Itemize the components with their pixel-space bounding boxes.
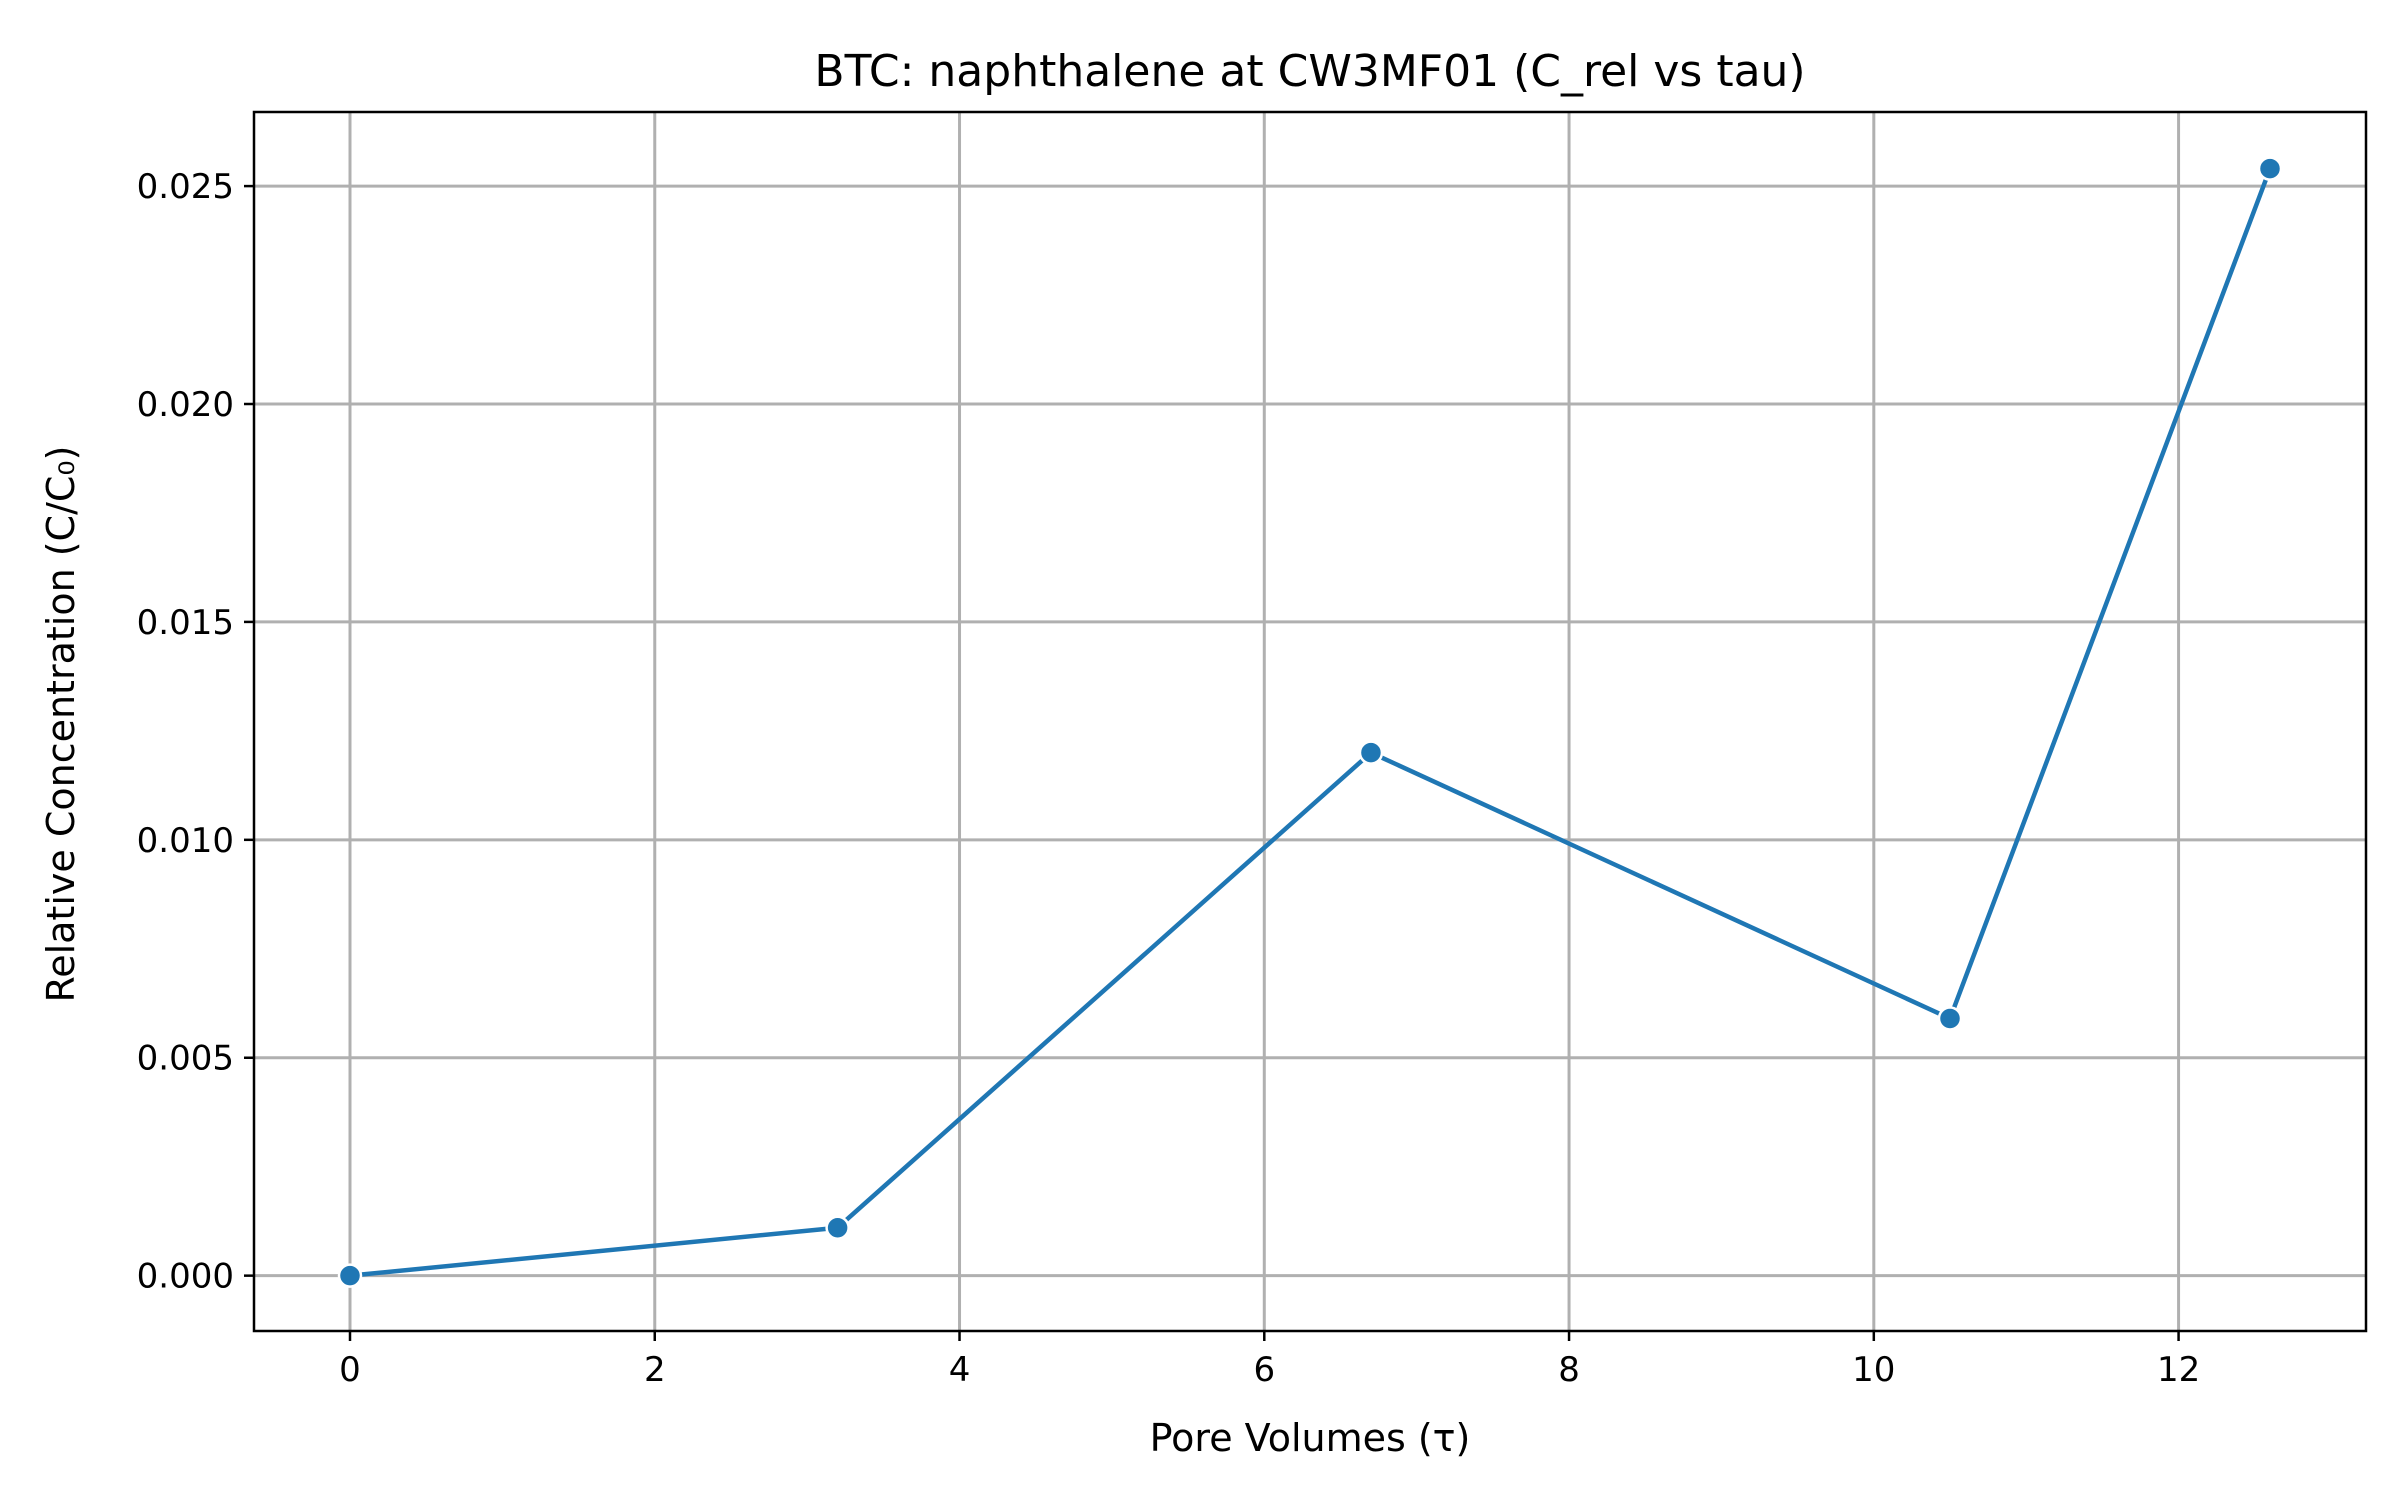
x-axis-label: Pore Volumes (τ) <box>1150 1416 1471 1460</box>
x-tick-label: 0 <box>339 1350 361 1390</box>
data-point <box>2257 156 2283 181</box>
data-point <box>1358 740 1384 765</box>
y-tick-label: 0.005 <box>137 1039 234 1079</box>
y-tick-label: 0.000 <box>137 1257 234 1297</box>
y-axis-label: Relative Concentration (C/C₀) <box>39 446 83 1003</box>
x-tick-label: 10 <box>1852 1350 1895 1390</box>
y-tick-label: 0.010 <box>137 821 234 861</box>
ticks: 0 2 4 6 8 10 12 0.000 0.005 0.010 0.015 0.020 0.025 <box>137 167 2201 1390</box>
data-point <box>337 1263 363 1288</box>
data-point <box>825 1215 850 1240</box>
series-line <box>347 166 2273 1278</box>
x-tick-label: 4 <box>949 1350 971 1390</box>
y-tick-label: 0.025 <box>137 167 234 207</box>
x-tick-label: 2 <box>644 1350 666 1390</box>
data-point <box>1937 1006 1963 1031</box>
y-tick-label: 0.015 <box>137 603 234 643</box>
chart-title: BTC: naphthalene at CW3MF01 (C_rel vs ta… <box>814 46 1805 97</box>
series-group <box>337 156 2283 1288</box>
x-tick-label: 6 <box>1253 1350 1275 1390</box>
plot-frame <box>252 110 2368 1333</box>
x-tick-label: 12 <box>2157 1350 2200 1390</box>
x-tick-label: 8 <box>1558 1350 1580 1390</box>
grid <box>254 112 2366 1331</box>
y-tick-label: 0.020 <box>137 385 234 425</box>
